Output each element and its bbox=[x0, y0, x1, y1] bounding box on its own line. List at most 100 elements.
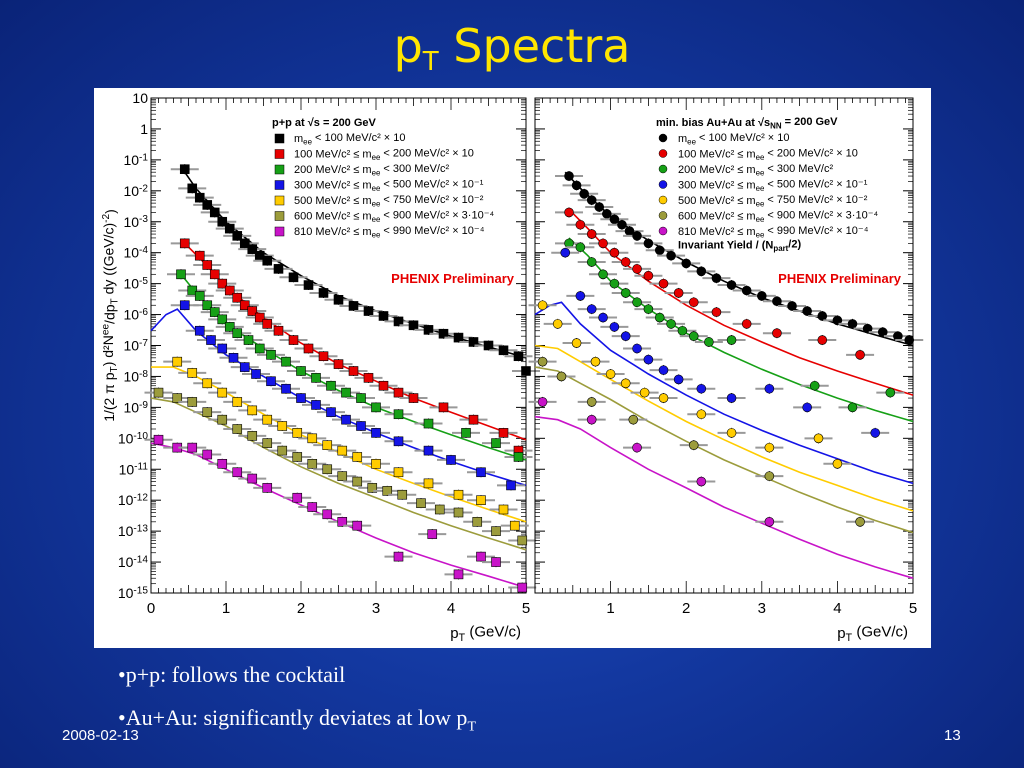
data-point bbox=[802, 402, 812, 413]
x-tick-label: 1 bbox=[222, 600, 230, 617]
data-point bbox=[187, 397, 198, 407]
data-point bbox=[809, 380, 820, 391]
data-point bbox=[711, 273, 722, 283]
data-point bbox=[416, 498, 426, 508]
x-tick-label: 1 bbox=[606, 600, 614, 617]
data-point bbox=[352, 476, 363, 487]
data-point bbox=[239, 238, 250, 249]
data-point bbox=[575, 242, 586, 253]
data-point bbox=[453, 332, 464, 343]
data-point bbox=[176, 269, 186, 280]
y-tick-label: 10 bbox=[132, 90, 148, 106]
data-point bbox=[438, 402, 449, 413]
legend-marker bbox=[274, 180, 285, 190]
x-tick-label: 5 bbox=[909, 600, 917, 617]
data-point bbox=[491, 526, 501, 536]
legend-marker bbox=[658, 164, 668, 174]
data-point bbox=[632, 343, 642, 354]
data-point bbox=[598, 269, 608, 280]
data-point bbox=[307, 459, 318, 469]
y-tick-label: 10-8​ bbox=[123, 368, 148, 384]
data-point bbox=[590, 356, 601, 367]
data-point bbox=[307, 502, 318, 512]
data-point bbox=[468, 337, 479, 347]
data-point bbox=[348, 301, 359, 311]
data-point bbox=[187, 368, 198, 378]
data-point bbox=[217, 216, 228, 227]
data-point bbox=[393, 409, 404, 420]
data-point bbox=[262, 483, 273, 493]
data-point bbox=[322, 509, 333, 520]
data-point bbox=[904, 335, 915, 345]
data-point bbox=[711, 307, 722, 317]
data-point bbox=[378, 380, 389, 391]
data-point bbox=[620, 288, 631, 298]
data-point bbox=[855, 517, 865, 527]
data-point bbox=[560, 247, 571, 258]
data-point bbox=[254, 343, 265, 354]
series-1 bbox=[555, 207, 875, 360]
data-point bbox=[187, 183, 198, 194]
data-point bbox=[232, 467, 243, 478]
legend-header: p+p at √s = 200 GeV bbox=[272, 117, 377, 129]
data-point bbox=[461, 428, 471, 438]
data-point bbox=[247, 405, 258, 416]
data-point bbox=[602, 209, 612, 219]
cocktail-curve bbox=[150, 442, 527, 589]
data-point bbox=[513, 452, 524, 462]
data-point bbox=[673, 374, 684, 385]
legend-entry: 600 MeV/c² ≤ mee​ < 900 MeV/c² × 3·10⁻⁴ bbox=[678, 210, 879, 224]
data-point bbox=[232, 397, 243, 407]
data-point bbox=[303, 343, 314, 354]
data-point bbox=[764, 442, 775, 453]
data-point bbox=[658, 365, 669, 375]
cocktail-curve bbox=[534, 366, 914, 534]
data-point bbox=[232, 328, 243, 338]
data-point bbox=[194, 192, 205, 203]
data-point bbox=[179, 164, 190, 174]
data-point bbox=[243, 335, 254, 345]
data-point bbox=[453, 489, 464, 500]
x-tick-label: 2 bbox=[297, 600, 305, 617]
data-point bbox=[885, 387, 896, 398]
data-point bbox=[517, 535, 528, 546]
legend-marker bbox=[658, 195, 668, 205]
x-tick-label: 4 bbox=[833, 600, 841, 617]
y-tick-label: 10-11​ bbox=[119, 461, 149, 477]
y-tick-label: 10-5​ bbox=[123, 276, 148, 292]
data-point bbox=[847, 319, 858, 329]
data-point bbox=[537, 356, 548, 367]
y-tick-label: 10-1​ bbox=[123, 152, 148, 168]
bullet-item-2: •Au+Au: significantly deviates at low pT bbox=[118, 705, 476, 735]
data-point bbox=[802, 306, 812, 316]
data-point bbox=[704, 337, 714, 347]
data-point bbox=[281, 383, 291, 394]
series-6 bbox=[144, 434, 537, 593]
data-point bbox=[643, 354, 654, 365]
data-point bbox=[855, 350, 865, 360]
data-point bbox=[632, 264, 642, 274]
x-tick-label: 3 bbox=[372, 600, 380, 617]
data-point bbox=[628, 414, 639, 425]
data-point bbox=[509, 520, 520, 531]
data-point bbox=[423, 445, 434, 456]
cocktail-curve bbox=[534, 301, 914, 485]
data-point bbox=[217, 387, 228, 398]
cocktail-curve bbox=[150, 397, 527, 551]
data-point bbox=[681, 258, 692, 269]
data-point bbox=[446, 455, 456, 465]
series-5 bbox=[144, 387, 537, 546]
data-point bbox=[571, 180, 582, 191]
data-point bbox=[393, 467, 404, 478]
data-point bbox=[172, 393, 183, 403]
series-1 bbox=[170, 238, 533, 456]
legend-entry: 810 MeV/c² ≤ mee​ < 990 MeV/c² × 10⁻⁴ bbox=[294, 225, 485, 239]
data-point bbox=[564, 207, 574, 218]
data-point bbox=[483, 340, 494, 351]
series-6 bbox=[528, 396, 784, 527]
x-tick-label: 3 bbox=[758, 600, 766, 617]
data-point bbox=[594, 202, 605, 212]
legend-marker bbox=[274, 195, 285, 206]
data-point bbox=[513, 351, 524, 362]
data-point bbox=[281, 356, 291, 367]
